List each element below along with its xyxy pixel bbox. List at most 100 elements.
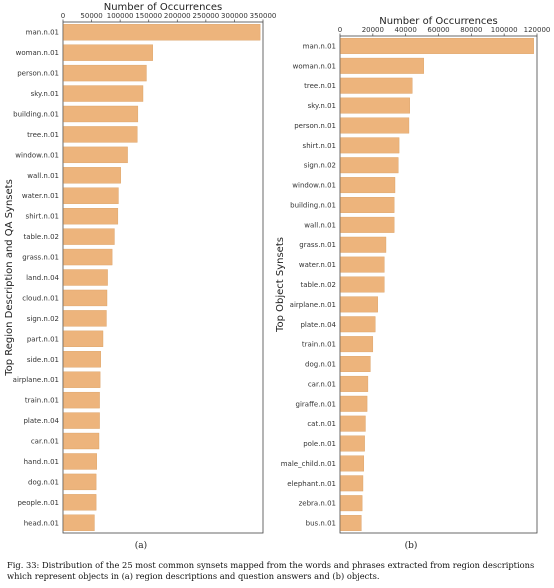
chart-b-bar — [341, 376, 368, 392]
chart-a-x-tick-label: 250000 — [192, 12, 219, 20]
chart-a-category-label: part.n.01 — [27, 335, 59, 343]
chart-b-bar — [341, 515, 362, 531]
chart-a-bar — [64, 229, 115, 245]
chart-b-x-tick-label: 60000 — [427, 26, 449, 34]
chart-a-x-tick-label: 100000 — [107, 12, 134, 20]
chart-a-category-label: cloud.n.01 — [22, 294, 59, 302]
chart-b-x-tick-label: 120000 — [524, 26, 551, 34]
chart-b-category-label: tree.n.01 — [304, 82, 336, 90]
chart-b-bar — [341, 416, 366, 432]
chart-a-bar — [64, 86, 144, 102]
chart-b-category-label: pole.n.01 — [303, 440, 336, 448]
chart-b-category-label: grass.n.01 — [299, 241, 336, 249]
chart-a-bar — [64, 147, 128, 163]
chart-b-bar — [341, 495, 363, 511]
chart-a-x-tick-label: 0 — [61, 12, 65, 20]
chart-b-y-axis-title: Top Object Synsets — [275, 237, 286, 333]
figure-caption: Fig. 33: Distribution of the 25 most com… — [7, 560, 552, 582]
chart-a-bar — [64, 453, 97, 469]
chart-b-category-label: elephant.n.01 — [287, 480, 336, 488]
chart-a-bar — [64, 351, 101, 367]
chart-a-bar — [64, 188, 119, 204]
chart-a-category-label: window.n.01 — [15, 151, 59, 159]
chart-a-bar — [64, 167, 121, 183]
chart-b-bar — [341, 336, 373, 352]
chart-a-x-tick-label: 200000 — [164, 12, 191, 20]
chart-b-bar — [341, 476, 363, 492]
chart-b-bar — [341, 356, 371, 372]
chart-a-category-label: sign.n.02 — [27, 315, 59, 323]
chart-a-bar — [64, 106, 138, 122]
chart-b-category-label: woman.n.01 — [293, 62, 336, 70]
chart-a-x-tick-label: 50000 — [80, 12, 102, 20]
chart-a-category-label: side.n.01 — [27, 356, 59, 364]
chart-a-bar — [64, 65, 147, 81]
chart-a-category-label: train.n.01 — [25, 397, 59, 405]
chart-b-bar — [341, 58, 424, 74]
chart-b-category-label: water.n.01 — [299, 261, 336, 269]
chart-b-bar — [341, 177, 395, 193]
chart-a-bar — [64, 413, 100, 429]
chart-b-bar — [341, 138, 400, 154]
chart-b-category-label: sky.n.01 — [308, 102, 336, 110]
chart-a-bar — [64, 331, 104, 347]
chart-a-category-label: table.n.02 — [23, 233, 59, 241]
chart-b-category-label: train.n.01 — [302, 341, 336, 349]
chart-a-category-label: shirt.n.01 — [26, 213, 59, 221]
chart-b-category-label: wall.n.01 — [304, 221, 336, 229]
chart-b-bar — [341, 277, 385, 293]
chart-a-category-label: people.n.01 — [17, 499, 59, 507]
chart-b-category-label: building.n.01 — [290, 201, 336, 209]
chart-a-category-label: woman.n.01 — [16, 49, 59, 57]
chart-a-x-tick-label: 300000 — [221, 12, 248, 20]
chart-b-bar — [341, 78, 413, 94]
chart-a-category-label: water.n.01 — [22, 192, 59, 200]
chart-b-category-label: airplane.n.01 — [290, 301, 336, 309]
chart-b-bar — [341, 157, 399, 173]
chart-a-category-label: tree.n.01 — [27, 131, 59, 139]
chart-b-bar — [341, 396, 368, 412]
chart-b-category-label: dog.n.01 — [305, 361, 336, 369]
chart-a-bar — [64, 372, 101, 388]
chart-b-x-tick-label: 100000 — [491, 26, 518, 34]
chart-a-category-label: plate.n.04 — [23, 417, 59, 425]
chart-b-bar — [341, 38, 534, 54]
chart-b-category-label: car.n.01 — [308, 380, 336, 388]
chart-a-category-label: man.n.01 — [26, 29, 59, 37]
chart-b-bar — [341, 98, 410, 114]
chart-a-x-tick-label: 350000 — [250, 12, 277, 20]
chart-a-y-axis-title: Top Region Description and QA Synsets — [4, 179, 15, 377]
chart-b-x-tick-label: 80000 — [460, 26, 482, 34]
chart-a-category-label: grass.n.01 — [22, 254, 59, 262]
chart-b-category-label: male_child.n.01 — [281, 460, 336, 468]
chart-a-bar — [64, 392, 100, 408]
chart-b-category-label: man.n.01 — [303, 42, 336, 50]
chart-b-bar — [341, 237, 386, 253]
chart-a-category-label: building.n.01 — [13, 110, 59, 118]
chart-a-bar — [64, 290, 108, 306]
chart-b-x-tick-label: 0 — [338, 26, 342, 34]
chart-a-category-label: head.n.01 — [24, 519, 59, 527]
chart-a-bar — [64, 494, 97, 510]
chart-b-bar — [341, 456, 364, 472]
chart-a-bar — [64, 270, 108, 286]
chart-b-x-tick-label: 40000 — [395, 26, 417, 34]
chart-b-bar — [341, 217, 395, 233]
chart-b-category-label: person.n.01 — [294, 122, 336, 130]
chart-a-bar — [64, 474, 97, 490]
chart-a-bar — [64, 249, 113, 265]
chart-b-bar — [341, 436, 365, 452]
chart-b-category-label: zebra.n.01 — [299, 500, 336, 508]
chart-a-x-tick-label: 150000 — [135, 12, 162, 20]
chart-b-bar — [341, 197, 395, 213]
chart-a-bar — [64, 433, 100, 449]
chart-a-category-label: dog.n.01 — [28, 478, 59, 486]
chart-b-bar — [341, 118, 409, 134]
chart-b-category-label: giraffe.n.01 — [296, 400, 336, 408]
chart-a-bar — [64, 126, 138, 142]
chart-a-category-label: person.n.01 — [17, 70, 59, 78]
chart-b-category-label: plate.n.04 — [300, 321, 336, 329]
chart-a-category-label: wall.n.01 — [27, 172, 59, 180]
chart-b-bar — [341, 257, 385, 273]
